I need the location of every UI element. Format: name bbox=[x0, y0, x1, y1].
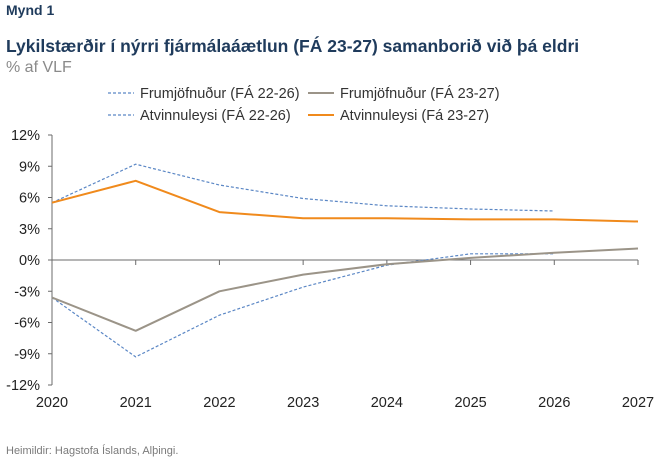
series-line-1 bbox=[51, 253, 555, 358]
x-tick-label: 2023 bbox=[287, 395, 319, 410]
legend: Frumjöfnuður (FÁ 22-26) Frumjöfnuður (FÁ … bbox=[108, 85, 500, 124]
figure-label: Mynd 1 bbox=[6, 2, 55, 18]
x-tick-label: 2024 bbox=[371, 395, 403, 410]
x-tick-label: 2020 bbox=[36, 395, 68, 410]
x-axis: 2020 2021 2022 2023 2024 2025 2026 2027 bbox=[36, 259, 654, 410]
x-tick-label: 2021 bbox=[120, 395, 152, 410]
y-tick-label: 12% bbox=[11, 128, 40, 144]
y-tick-label: -12% bbox=[6, 378, 40, 394]
series-layer bbox=[51, 163, 639, 358]
x-tick-label: 2022 bbox=[203, 395, 235, 410]
y-tick-label: 6% bbox=[19, 191, 40, 207]
y-tick-label: 3% bbox=[19, 222, 40, 238]
series-line-4 bbox=[51, 179, 639, 223]
y-tick-label: -6% bbox=[14, 316, 40, 332]
series-line-2 bbox=[51, 247, 639, 332]
line-chart: Frumjöfnuður (FÁ 22-26) Frumjöfnuður (FÁ … bbox=[6, 85, 654, 410]
y-tick-label: 9% bbox=[19, 159, 40, 175]
chart-title: Lykilstærðir í nýrri fjármálaáætlun (FÁ … bbox=[6, 36, 580, 56]
legend-label: Atvinnuleysi (FÁ 22-26) bbox=[140, 107, 291, 124]
y-axis: 12% 9% 6% 3% 0% -3% -6% -9% -12% bbox=[6, 128, 53, 394]
source-note: Heimildir: Hagstofa Íslands, Alþingi. bbox=[6, 445, 179, 457]
x-tick-label: 2027 bbox=[622, 395, 654, 410]
legend-label: Frumjöfnuður (FÁ 23-27) bbox=[340, 85, 500, 102]
series-line-3 bbox=[51, 163, 555, 212]
y-tick-label: 0% bbox=[19, 253, 40, 269]
y-tick-label: -3% bbox=[14, 284, 40, 300]
legend-label: Frumjöfnuður (FÁ 22-26) bbox=[140, 85, 300, 102]
x-tick-label: 2026 bbox=[538, 395, 570, 410]
legend-label: Atvinnuleysi (Fá 23-27) bbox=[340, 108, 489, 124]
chart-subtitle: % af VLF bbox=[6, 59, 72, 76]
y-tick-label: -9% bbox=[14, 347, 40, 363]
x-tick-label: 2025 bbox=[454, 395, 486, 410]
